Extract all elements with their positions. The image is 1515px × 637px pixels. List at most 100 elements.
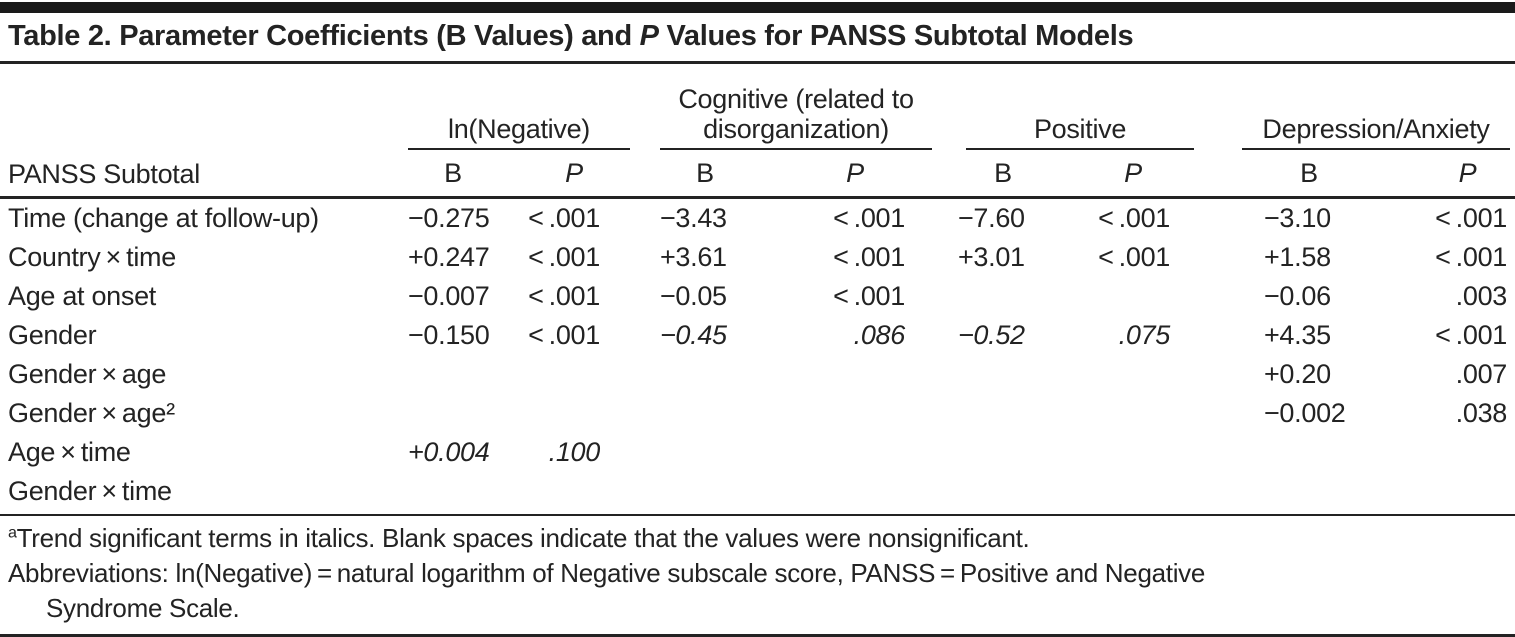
p-value bbox=[1068, 355, 1198, 394]
b-cell: −0.150 bbox=[396, 316, 510, 355]
table-title: Table 2. Parameter Coefficients (B Value… bbox=[0, 13, 1515, 64]
b-value: −3.43 bbox=[659, 203, 727, 233]
b-value: +4.35 bbox=[1263, 320, 1331, 350]
b-cell bbox=[938, 472, 1068, 511]
b-value: +0.004 bbox=[407, 437, 490, 467]
row-label: Gender × age bbox=[8, 359, 167, 389]
group-label: Positive bbox=[1033, 114, 1127, 144]
p-value: < .001 bbox=[528, 281, 600, 311]
table-row-gender-age: Gender × age +0.20 .007 bbox=[0, 355, 1515, 394]
row-label: Age at onset bbox=[8, 281, 157, 311]
b-cell bbox=[638, 472, 772, 511]
p-value: < .001 bbox=[528, 242, 600, 272]
p-value bbox=[772, 355, 938, 394]
title-prefix: Table 2. Parameter Coefficients (B Value… bbox=[8, 20, 640, 52]
p-value: < .001 bbox=[833, 281, 905, 311]
group-label: Depression/Anxiety bbox=[1262, 114, 1490, 144]
table-row-age-time: Age × time +0.004 .100 bbox=[0, 433, 1515, 472]
p-value: < .001 bbox=[528, 203, 600, 233]
group-header-depression-anxiety: Depression/Anxiety bbox=[1198, 64, 1515, 150]
footnote-abbreviations: Abbreviations: ln(Negative) = natural lo… bbox=[8, 556, 1507, 626]
b-cell: −0.52 bbox=[938, 316, 1068, 355]
b-cell: −0.05 bbox=[638, 277, 772, 316]
b-value: −0.05 bbox=[659, 281, 727, 311]
p-value: < .001 bbox=[528, 320, 600, 350]
p-value: < .001 bbox=[833, 242, 905, 272]
b-value: −0.002 bbox=[1263, 398, 1346, 428]
b-cell bbox=[1198, 433, 1420, 472]
b-value: −0.45 bbox=[659, 320, 727, 350]
b-cell: −3.10 bbox=[1198, 198, 1420, 239]
table-row-age-at-onset: Age at onset −0.007 < .001 −0.05 < .001 … bbox=[0, 277, 1515, 316]
row-label: Gender × age² bbox=[8, 398, 175, 428]
group-header-row: PANSS Subtotal ln(Negative) Cognitive (r… bbox=[0, 64, 1515, 199]
table-row-gender-time: Gender × time bbox=[0, 472, 1515, 511]
b-cell: −0.45 bbox=[638, 316, 772, 355]
p-value bbox=[1068, 433, 1198, 472]
title-suffix: Values for PANSS Subtotal Models bbox=[658, 20, 1134, 52]
p-value bbox=[510, 355, 638, 394]
table-row-time: Time (change at follow-up) −0.275 < .001… bbox=[0, 198, 1515, 239]
b-cell: −0.06 bbox=[1198, 277, 1420, 316]
group-header-ln-negative: ln(Negative) bbox=[396, 64, 638, 150]
b-column-header: B bbox=[638, 150, 772, 199]
b-value: −0.150 bbox=[407, 320, 490, 350]
b-value: +3.01 bbox=[957, 242, 1025, 272]
b-cell: −0.007 bbox=[396, 277, 510, 316]
p-value bbox=[510, 472, 638, 511]
b-cell: −0.275 bbox=[396, 198, 510, 239]
group-header-positive: Positive bbox=[938, 64, 1198, 150]
b-cell: +0.20 bbox=[1198, 355, 1420, 394]
b-cell: +0.247 bbox=[396, 238, 510, 277]
p-value: .007 bbox=[1455, 359, 1508, 389]
b-value: −0.06 bbox=[1263, 281, 1331, 311]
row-label: Gender bbox=[8, 320, 97, 350]
b-cell bbox=[938, 277, 1068, 316]
b-cell: +1.58 bbox=[1198, 238, 1420, 277]
group-header-cognitive: Cognitive (related to disorganization) bbox=[638, 64, 938, 150]
row-label: Age × time bbox=[8, 437, 131, 467]
p-value bbox=[1068, 277, 1198, 316]
title-italic-p: P bbox=[639, 20, 659, 52]
b-cell: +4.35 bbox=[1198, 316, 1420, 355]
b-cell: −7.60 bbox=[938, 198, 1068, 239]
p-value: < .001 bbox=[1435, 242, 1508, 272]
p-column-header: P bbox=[1068, 150, 1199, 199]
b-column-header: B bbox=[396, 150, 510, 199]
p-value: < .001 bbox=[1098, 242, 1171, 272]
b-column-header: B bbox=[938, 150, 1068, 199]
b-cell bbox=[396, 355, 510, 394]
b-cell: +3.01 bbox=[938, 238, 1068, 277]
footnote-marker: a bbox=[8, 523, 17, 542]
bp-header-row: B P B P B P B P bbox=[0, 150, 1515, 199]
footnote-trend: aTrend significant terms in italics. Bla… bbox=[8, 521, 1507, 556]
b-cell: +3.61 bbox=[638, 238, 772, 277]
footnote-abbrev-line1: Abbreviations: ln(Negative) = natural lo… bbox=[8, 558, 1206, 588]
b-value: −0.007 bbox=[407, 281, 490, 311]
p-value bbox=[772, 472, 938, 511]
p-value: .100 bbox=[548, 437, 601, 467]
b-cell bbox=[638, 433, 772, 472]
b-cell: −3.43 bbox=[638, 198, 772, 239]
p-value bbox=[1420, 472, 1515, 511]
top-rule-bar bbox=[0, 2, 1515, 13]
b-value: +3.61 bbox=[659, 242, 727, 272]
panss-subtotal-models-table: PANSS Subtotal ln(Negative) Cognitive (r… bbox=[0, 64, 1515, 511]
p-value bbox=[772, 433, 938, 472]
footnote-abbrev-line2: Syndrome Scale. bbox=[46, 593, 240, 623]
p-value: < .001 bbox=[833, 203, 905, 233]
b-cell: −0.002 bbox=[1198, 394, 1420, 433]
b-value: +0.20 bbox=[1263, 359, 1331, 389]
footnotes: aTrend significant terms in italics. Bla… bbox=[0, 514, 1515, 630]
b-value: +0.247 bbox=[407, 242, 490, 272]
p-value bbox=[1068, 394, 1198, 433]
p-value: .075 bbox=[1118, 320, 1171, 350]
p-value: < .001 bbox=[1435, 203, 1508, 233]
b-value: −0.275 bbox=[407, 203, 490, 233]
p-value: < .001 bbox=[1435, 320, 1508, 350]
p-value bbox=[510, 394, 638, 433]
b-value: −7.60 bbox=[957, 203, 1025, 233]
p-column-header: P bbox=[1420, 150, 1515, 199]
b-value: −0.52 bbox=[957, 320, 1025, 350]
table-row-gender-age-squared: Gender × age² −0.002 .038 bbox=[0, 394, 1515, 433]
